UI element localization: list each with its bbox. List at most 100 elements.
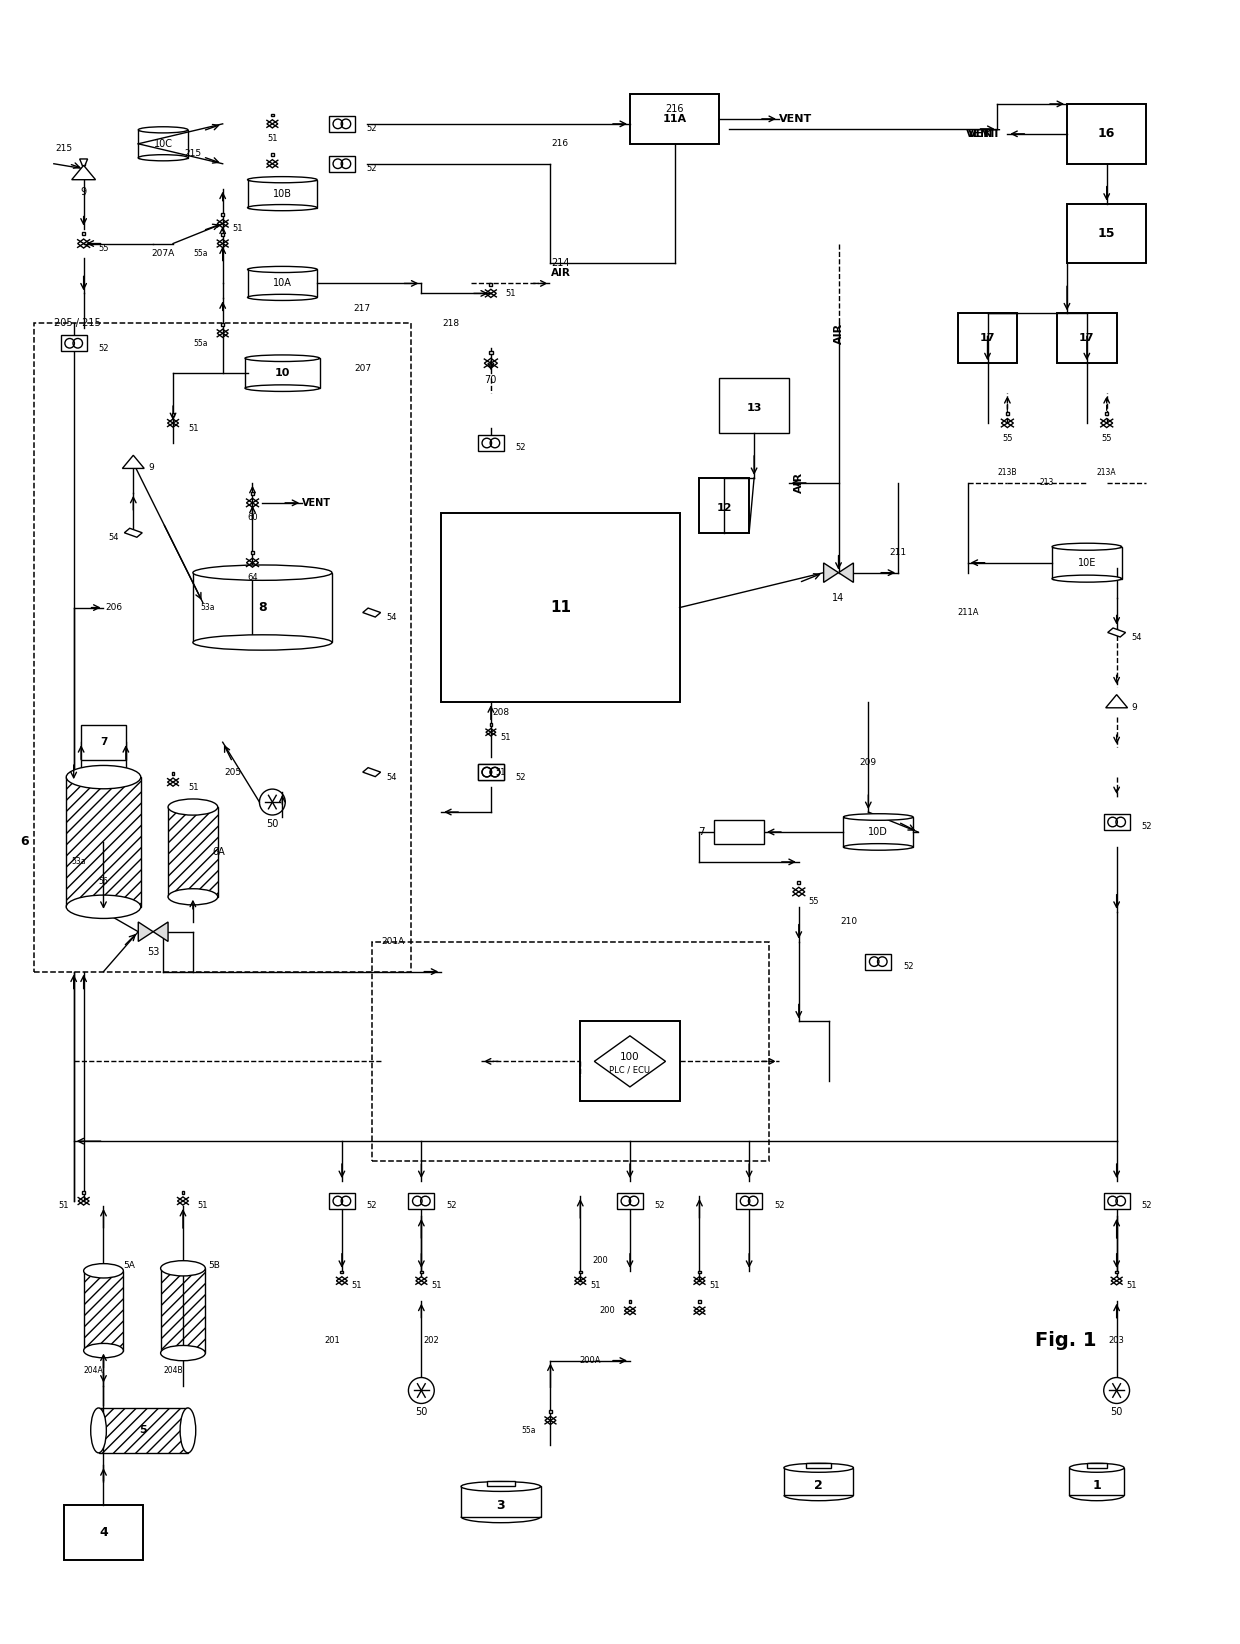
Text: 52: 52	[516, 444, 526, 452]
FancyBboxPatch shape	[221, 214, 224, 215]
Text: 204A: 204A	[83, 1366, 103, 1374]
FancyBboxPatch shape	[719, 378, 789, 432]
FancyBboxPatch shape	[1066, 104, 1147, 164]
Text: 9: 9	[81, 187, 87, 197]
FancyBboxPatch shape	[784, 1468, 853, 1494]
Text: 218: 218	[443, 319, 460, 327]
Text: 51: 51	[58, 1202, 68, 1210]
Text: 51: 51	[1127, 1281, 1137, 1291]
Bar	[169, 807, 218, 896]
FancyBboxPatch shape	[272, 153, 274, 156]
FancyBboxPatch shape	[329, 156, 355, 171]
Ellipse shape	[169, 889, 218, 904]
Text: 60: 60	[247, 513, 258, 523]
Text: 208: 208	[492, 709, 510, 717]
Text: 50: 50	[415, 1407, 428, 1417]
Ellipse shape	[180, 1407, 196, 1453]
Text: 52: 52	[1142, 822, 1152, 832]
Ellipse shape	[83, 1264, 123, 1277]
Text: 54: 54	[1132, 633, 1142, 643]
Polygon shape	[124, 528, 143, 538]
Polygon shape	[72, 166, 95, 179]
FancyBboxPatch shape	[461, 1486, 541, 1517]
FancyBboxPatch shape	[699, 478, 749, 533]
FancyBboxPatch shape	[1104, 1194, 1130, 1208]
FancyBboxPatch shape	[171, 413, 175, 416]
Polygon shape	[823, 562, 838, 582]
Ellipse shape	[843, 814, 913, 820]
FancyBboxPatch shape	[82, 163, 84, 164]
Bar	[83, 1271, 123, 1351]
Text: 200A: 200A	[579, 1356, 601, 1365]
Text: 213: 213	[1040, 478, 1054, 487]
Polygon shape	[138, 922, 154, 942]
FancyBboxPatch shape	[248, 270, 317, 298]
Text: 200: 200	[593, 1256, 608, 1266]
Text: 205 / 215: 205 / 215	[53, 319, 100, 329]
Text: VENT: VENT	[779, 113, 812, 123]
FancyBboxPatch shape	[161, 1268, 206, 1353]
FancyBboxPatch shape	[1069, 1468, 1125, 1494]
Text: 17: 17	[980, 334, 996, 344]
Text: 201A: 201A	[382, 937, 405, 947]
FancyBboxPatch shape	[1052, 547, 1122, 579]
Text: 17: 17	[1079, 334, 1095, 344]
Bar	[98, 1407, 188, 1453]
Ellipse shape	[246, 385, 320, 391]
FancyBboxPatch shape	[82, 232, 86, 235]
FancyBboxPatch shape	[866, 954, 892, 970]
Text: 9: 9	[149, 464, 154, 472]
Text: 5B: 5B	[208, 1261, 219, 1271]
Text: 51: 51	[352, 1281, 362, 1291]
FancyBboxPatch shape	[629, 1300, 631, 1304]
Text: 54: 54	[387, 773, 397, 781]
Text: 64: 64	[247, 574, 258, 582]
Text: 2: 2	[815, 1478, 823, 1491]
Ellipse shape	[91, 1407, 107, 1453]
Text: 52: 52	[516, 773, 526, 781]
Text: 213B: 213B	[998, 469, 1017, 477]
Text: VENT: VENT	[967, 128, 1001, 138]
FancyBboxPatch shape	[408, 1194, 434, 1208]
Text: 3: 3	[496, 1499, 505, 1512]
FancyBboxPatch shape	[193, 572, 332, 643]
Text: 55: 55	[808, 898, 820, 906]
Text: 51: 51	[188, 783, 198, 792]
FancyBboxPatch shape	[1087, 1463, 1106, 1468]
Text: 4: 4	[99, 1526, 108, 1539]
Ellipse shape	[461, 1481, 541, 1491]
Text: 210: 210	[839, 917, 857, 926]
FancyBboxPatch shape	[61, 335, 87, 352]
Ellipse shape	[784, 1463, 853, 1473]
Text: 51: 51	[233, 224, 243, 233]
Bar	[66, 778, 141, 907]
Text: 53a: 53a	[201, 603, 215, 612]
Text: 53a: 53a	[72, 858, 86, 866]
Polygon shape	[838, 562, 853, 582]
Text: 201: 201	[324, 1337, 340, 1345]
Text: 50: 50	[1111, 1407, 1123, 1417]
Text: 1: 1	[1092, 1478, 1101, 1491]
Text: 52: 52	[367, 1202, 377, 1210]
Text: VENT: VENT	[966, 128, 997, 138]
Ellipse shape	[138, 127, 188, 133]
Text: 55: 55	[1101, 434, 1112, 442]
Text: 53: 53	[148, 947, 160, 957]
FancyBboxPatch shape	[329, 1194, 355, 1208]
Text: VENT: VENT	[303, 498, 331, 508]
FancyBboxPatch shape	[329, 115, 355, 132]
FancyBboxPatch shape	[806, 1463, 831, 1468]
Text: 7: 7	[698, 827, 704, 837]
Text: 51: 51	[506, 289, 516, 298]
Ellipse shape	[66, 766, 141, 789]
Ellipse shape	[83, 1343, 123, 1358]
Text: 55a: 55a	[521, 1425, 536, 1435]
Text: 202: 202	[423, 1337, 439, 1345]
Ellipse shape	[193, 635, 332, 649]
Text: 56: 56	[99, 878, 108, 886]
FancyBboxPatch shape	[66, 778, 141, 907]
Text: Fig. 1: Fig. 1	[1035, 1332, 1096, 1350]
Text: 216: 216	[552, 140, 569, 148]
Text: 52: 52	[98, 344, 109, 353]
FancyBboxPatch shape	[248, 179, 317, 207]
